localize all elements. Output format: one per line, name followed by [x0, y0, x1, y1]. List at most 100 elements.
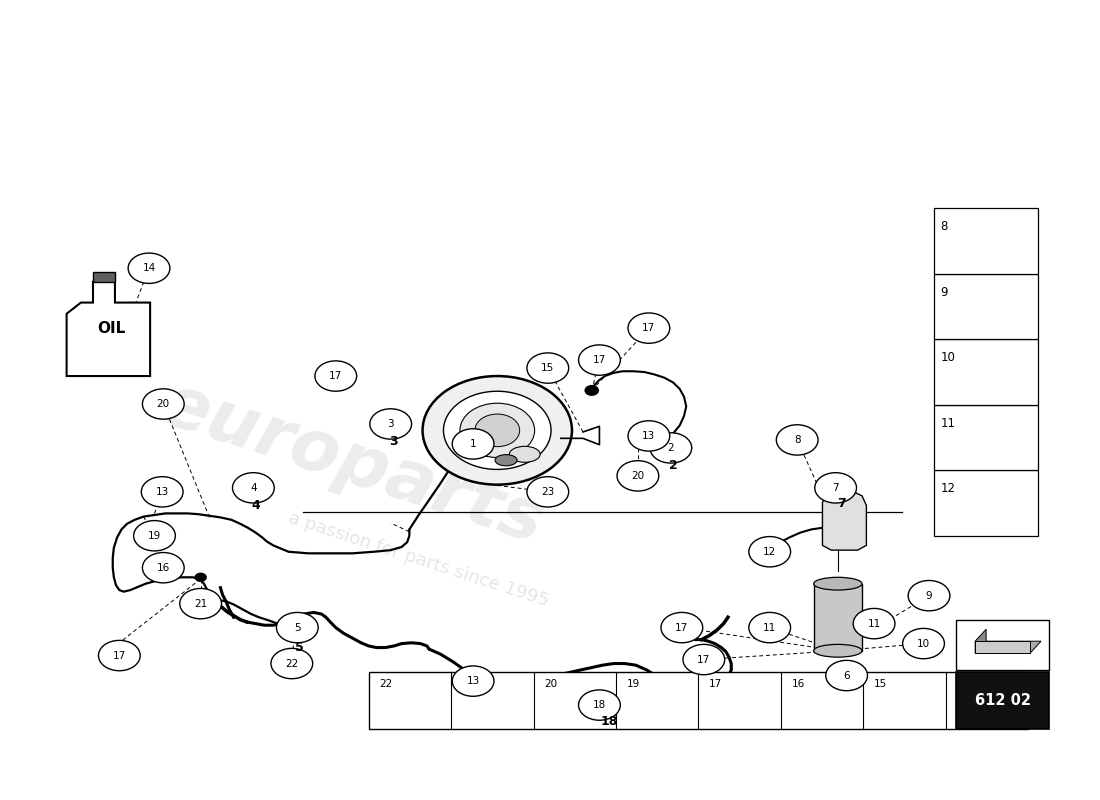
Circle shape — [142, 553, 184, 583]
Text: 20: 20 — [631, 471, 645, 481]
Polygon shape — [976, 641, 1030, 653]
Text: 23: 23 — [541, 487, 554, 497]
Text: 6: 6 — [844, 670, 850, 681]
Text: 16: 16 — [156, 562, 169, 573]
Text: 17: 17 — [697, 654, 711, 665]
Text: 20: 20 — [156, 399, 169, 409]
Text: 13: 13 — [155, 487, 168, 497]
Text: 17: 17 — [675, 622, 689, 633]
Circle shape — [650, 433, 692, 463]
Text: 21: 21 — [462, 679, 475, 689]
Text: 8: 8 — [794, 435, 801, 445]
Circle shape — [579, 345, 620, 375]
Circle shape — [315, 361, 356, 391]
Text: 18: 18 — [601, 714, 618, 727]
Circle shape — [815, 473, 857, 503]
Circle shape — [232, 473, 274, 503]
Circle shape — [903, 629, 945, 658]
Ellipse shape — [495, 454, 517, 466]
Circle shape — [293, 618, 306, 627]
Text: 8: 8 — [940, 220, 948, 233]
Text: 13: 13 — [957, 679, 970, 689]
Text: 12: 12 — [940, 482, 956, 495]
Bar — [934, 339, 1038, 405]
Bar — [368, 671, 1027, 729]
Text: 20: 20 — [544, 679, 558, 689]
Circle shape — [628, 421, 670, 451]
Circle shape — [276, 613, 318, 642]
Text: 15: 15 — [874, 679, 888, 689]
Text: 11: 11 — [940, 417, 956, 430]
Circle shape — [443, 391, 551, 470]
Text: 17: 17 — [112, 650, 126, 661]
Text: 9: 9 — [926, 590, 933, 601]
Text: 3: 3 — [387, 419, 394, 429]
Polygon shape — [976, 641, 1041, 653]
Circle shape — [133, 521, 175, 551]
Circle shape — [854, 609, 895, 638]
Circle shape — [909, 581, 950, 611]
Polygon shape — [976, 630, 986, 653]
Text: 13: 13 — [466, 676, 480, 686]
Ellipse shape — [814, 578, 862, 590]
Text: 10: 10 — [940, 351, 956, 364]
Bar — [94, 272, 114, 282]
Text: 7: 7 — [837, 498, 846, 510]
Text: 16: 16 — [792, 679, 805, 689]
Text: 22: 22 — [379, 679, 393, 689]
Text: 5: 5 — [294, 622, 300, 633]
Circle shape — [617, 461, 659, 491]
Circle shape — [777, 425, 818, 455]
Text: 14: 14 — [142, 263, 155, 274]
Circle shape — [141, 477, 183, 507]
Circle shape — [749, 537, 791, 567]
Text: 22: 22 — [285, 658, 298, 669]
Text: OIL: OIL — [98, 321, 125, 336]
Text: 15: 15 — [541, 363, 554, 373]
Text: 10: 10 — [917, 638, 931, 649]
Text: 19: 19 — [627, 679, 640, 689]
Text: 13: 13 — [642, 431, 656, 441]
Circle shape — [195, 574, 206, 582]
Text: 4: 4 — [250, 483, 256, 493]
Text: 2: 2 — [668, 443, 674, 453]
Circle shape — [370, 409, 411, 439]
Circle shape — [475, 414, 519, 446]
Circle shape — [460, 403, 535, 458]
Circle shape — [579, 690, 620, 720]
Bar — [934, 274, 1038, 339]
Text: 4: 4 — [251, 499, 260, 512]
Text: 3: 3 — [389, 435, 398, 448]
Circle shape — [527, 477, 569, 507]
Text: 19: 19 — [147, 530, 161, 541]
Text: europarts: europarts — [152, 370, 553, 558]
Text: 11: 11 — [868, 618, 881, 629]
Text: 17: 17 — [593, 355, 606, 365]
Circle shape — [128, 253, 169, 283]
Text: 1: 1 — [470, 439, 476, 449]
Text: 18: 18 — [593, 700, 606, 710]
Circle shape — [179, 589, 221, 619]
Bar — [934, 208, 1038, 274]
Text: 7: 7 — [833, 483, 839, 493]
Bar — [956, 671, 1049, 729]
Text: 5: 5 — [295, 641, 304, 654]
Text: 17: 17 — [642, 323, 656, 333]
Text: 21: 21 — [194, 598, 207, 609]
Text: 11: 11 — [763, 622, 777, 633]
Polygon shape — [67, 282, 150, 376]
Text: 2: 2 — [669, 459, 678, 472]
Bar — [814, 584, 862, 650]
Circle shape — [661, 613, 703, 642]
Circle shape — [826, 660, 868, 690]
Circle shape — [452, 666, 494, 696]
Bar — [956, 621, 1049, 670]
Circle shape — [142, 389, 184, 419]
Polygon shape — [823, 493, 867, 550]
Circle shape — [452, 429, 494, 459]
Circle shape — [585, 386, 598, 395]
Circle shape — [749, 613, 791, 642]
Text: a passion for parts since 1995: a passion for parts since 1995 — [286, 509, 551, 610]
Text: 17: 17 — [710, 679, 723, 689]
Ellipse shape — [509, 446, 540, 462]
